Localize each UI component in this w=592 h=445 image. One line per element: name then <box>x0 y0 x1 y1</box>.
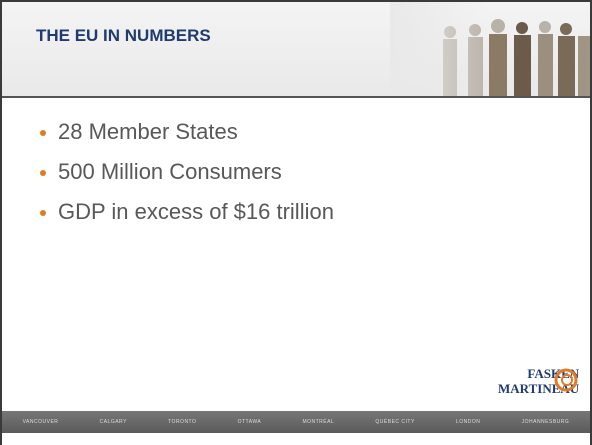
bullet-list: 28 Member States 500 Million Consumers G… <box>38 112 334 232</box>
city: TORONTO <box>168 419 197 425</box>
city: LONDON <box>456 419 481 425</box>
footer: VANCOUVER CALGARY TORONTO OTTAWA MONTRÉAL QUÉ… <box>2 411 590 433</box>
city: JOHANNESBURG <box>521 419 570 425</box>
header-image <box>390 2 590 96</box>
city: VANCOUVER <box>22 419 59 425</box>
city: QUÉBEC CITY <box>375 419 415 425</box>
bullet: 500 Million Consumers <box>38 152 334 192</box>
city: MONTRÉAL <box>302 419 335 425</box>
bullet: GDP in excess of $16 trillion <box>38 192 334 232</box>
city: OTTAWA <box>237 419 262 425</box>
title: THE EU IN NUMBERS <box>36 26 211 45</box>
logo-mark <box>554 368 578 392</box>
bullet: 28 Member States <box>38 112 334 152</box>
city: CALGARY <box>99 419 127 425</box>
header: THE EU IN NUMBERS <box>2 2 590 98</box>
